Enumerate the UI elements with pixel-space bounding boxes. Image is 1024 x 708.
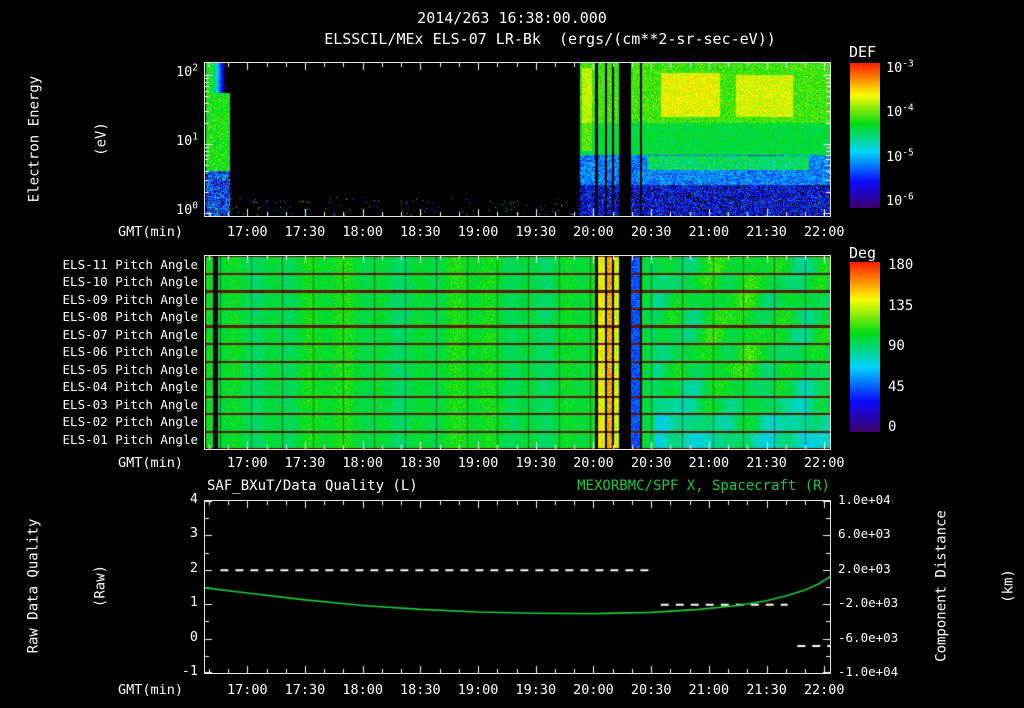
label-line: Electron Energy	[26, 75, 43, 203]
x-tick-label: 21:00	[688, 224, 730, 240]
x-tick-label: 19:30	[515, 455, 557, 471]
deg-colorbar-title: Deg	[849, 244, 877, 262]
x-tick-label: 19:30	[515, 224, 557, 240]
x-tick-label: 17:30	[284, 224, 326, 240]
x-tick-label: 17:00	[226, 455, 268, 471]
deg-colorbar-tick-label: 180	[888, 257, 914, 273]
pitch-row-label: ELS-11 Pitch Angle	[62, 256, 198, 272]
spec-y-axis-label: Electron Energy (eV)	[0, 76, 158, 202]
quality-y-tick-label: 1	[189, 594, 198, 611]
distance-y-tick-label: 1.0e+04	[838, 492, 891, 507]
def-colorbar-tick-label: 10-5	[886, 147, 914, 165]
deg-colorbar-tick-label: 90	[888, 338, 905, 354]
quality-y-tick-label: 2	[189, 559, 198, 576]
x-tick-label: 19:00	[457, 682, 499, 698]
x-tick-label: 18:30	[400, 224, 441, 240]
label-line: Raw Data Quality	[25, 518, 42, 654]
x-tick-label: 19:00	[457, 455, 499, 471]
gmt-axis-label: GMT(min)	[118, 224, 184, 240]
label-line: (eV)	[93, 122, 110, 156]
distance-y-tick-label: -1.0e+04	[838, 664, 899, 679]
distance-y-tick-label: -6.0e+03	[838, 629, 899, 645]
x-tick-label: 17:00	[226, 224, 268, 240]
pitch-row-label: ELS-01 Pitch Angle	[62, 431, 198, 447]
x-tick-label: 18:00	[342, 224, 383, 240]
x-tick-label: 17:30	[284, 455, 326, 471]
x-tick-label: 20:30	[630, 224, 672, 240]
x-tick-label: 21:30	[746, 682, 787, 698]
x-tick-label: 22:00	[803, 682, 845, 698]
pitch-row-label: ELS-06 Pitch Angle	[62, 344, 198, 360]
def-colorbar-tick-label: 10-3	[886, 58, 914, 76]
pitch-row-label: ELS-04 Pitch Angle	[62, 379, 198, 395]
quality-y-axis-label: Raw Data Quality (Raw)	[0, 519, 157, 654]
spec-y-tick-label: 101	[176, 131, 198, 149]
quality-y-tick-label: 3	[189, 525, 198, 542]
quality-y-tick-label: 0	[189, 628, 198, 645]
x-tick-label: 22:00	[803, 224, 845, 240]
x-tick-label: 20:00	[573, 455, 614, 471]
x-tick-label: 20:30	[630, 455, 672, 471]
x-tick-label: 18:30	[400, 682, 441, 698]
spec-y-tick-label: 102	[176, 62, 198, 81]
distance-y-tick-label: 6.0e+03	[838, 526, 891, 542]
quality-distance-plot	[204, 500, 831, 674]
pitch-row-label: ELS-05 Pitch Angle	[62, 361, 198, 377]
gmt-axis-label: GMT(min)	[118, 455, 184, 471]
pitch-angle-panel	[204, 255, 831, 450]
x-tick-label: 19:00	[457, 224, 499, 240]
electron-energy-spectrogram	[204, 62, 831, 217]
def-colorbar-title: DEF	[849, 43, 877, 61]
x-tick-label: 19:30	[515, 682, 557, 698]
x-tick-label: 21:00	[688, 455, 730, 471]
x-tick-label: 21:30	[746, 224, 787, 240]
x-tick-label: 17:30	[284, 682, 326, 698]
gmt-axis-label: GMT(min)	[118, 682, 184, 698]
timestamp-title: 2014/263 16:38:00.000	[417, 9, 607, 27]
x-tick-label: 21:30	[746, 455, 787, 471]
label-line: Component Distance	[933, 510, 950, 662]
x-tick-label: 18:30	[400, 455, 441, 471]
x-tick-label: 18:00	[342, 455, 383, 471]
plot-title: ELSSCIL/MEx ELS-07 LR-Bk (ergs/(cm**2-sr…	[324, 30, 776, 48]
pitch-row-label: ELS-02 Pitch Angle	[62, 414, 198, 430]
pitch-row-label: ELS-09 Pitch Angle	[62, 291, 198, 307]
deg-colorbar-tick-label: 135	[888, 297, 914, 314]
spec-y-tick-label: 100	[176, 200, 198, 218]
x-tick-label: 22:00	[803, 455, 845, 471]
deg-colorbar-tick-label: 0	[888, 419, 897, 435]
pitch-row-label: ELS-07 Pitch Angle	[62, 326, 198, 342]
label-line: (Raw)	[92, 564, 109, 608]
distance-y-tick-label: 2.0e+03	[838, 560, 891, 576]
quality-y-tick-label: 4	[189, 491, 198, 507]
label-line: (km)	[1000, 569, 1017, 603]
distance-y-axis-label: Component Distance (km)	[885, 510, 1024, 662]
x-tick-label: 18:00	[342, 682, 383, 698]
pitch-row-label: ELS-08 Pitch Angle	[62, 309, 198, 325]
def-colorbar-tick-label: 10-6	[886, 191, 914, 209]
x-tick-label: 21:00	[688, 682, 730, 698]
x-tick-label: 20:30	[630, 682, 672, 698]
quality-series-title: SAF_BXuT/Data Quality (L)	[207, 478, 418, 494]
deg-colorbar	[850, 262, 880, 432]
spacecraft-series-title: MEXORBMC/SPF X, Spacecraft (R)	[577, 478, 830, 494]
pitch-row-label: ELS-10 Pitch Angle	[62, 274, 198, 290]
distance-y-tick-label: -2.0e+03	[838, 595, 899, 611]
x-tick-label: 20:00	[573, 224, 614, 240]
quality-y-tick-label: -1	[181, 663, 198, 679]
deg-colorbar-tick-label: 45	[888, 378, 905, 395]
pitch-row-label: ELS-03 Pitch Angle	[62, 396, 198, 412]
x-tick-label: 17:00	[226, 682, 268, 698]
x-tick-label: 20:00	[573, 682, 614, 698]
def-colorbar	[850, 63, 880, 208]
def-colorbar-tick-label: 10-4	[886, 102, 914, 121]
